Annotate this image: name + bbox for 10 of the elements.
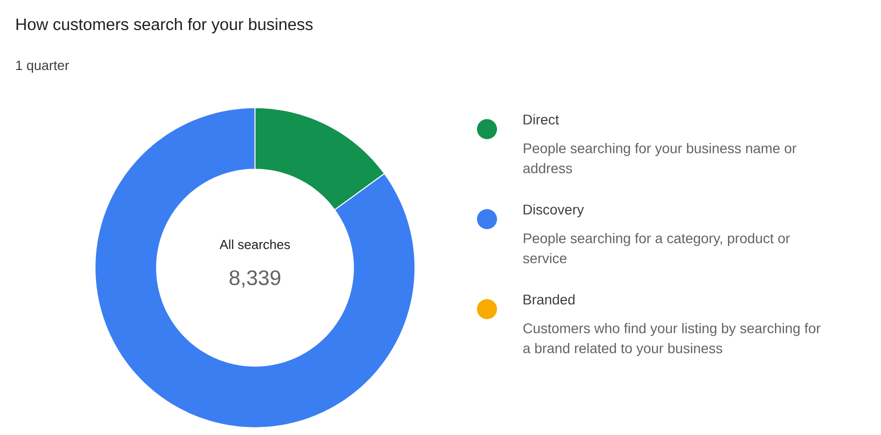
text: All searches — [220, 240, 290, 250]
text: 8,339 — [230, 270, 280, 288]
legend-label: Direct — [524, 114, 559, 125]
legend-label: Branded — [524, 294, 575, 305]
chart-subtitle: 1 quarter — [16, 60, 69, 73]
chart-title: How customers search for your business — [16, 18, 313, 34]
text: Customers who find your listing by searching for a brand related to your business — [523, 322, 820, 356]
legend-label: Discovery — [524, 204, 584, 218]
text: People searching for a category, product or service — [523, 232, 790, 264]
text: People searching for your business name or address — [523, 142, 796, 174]
